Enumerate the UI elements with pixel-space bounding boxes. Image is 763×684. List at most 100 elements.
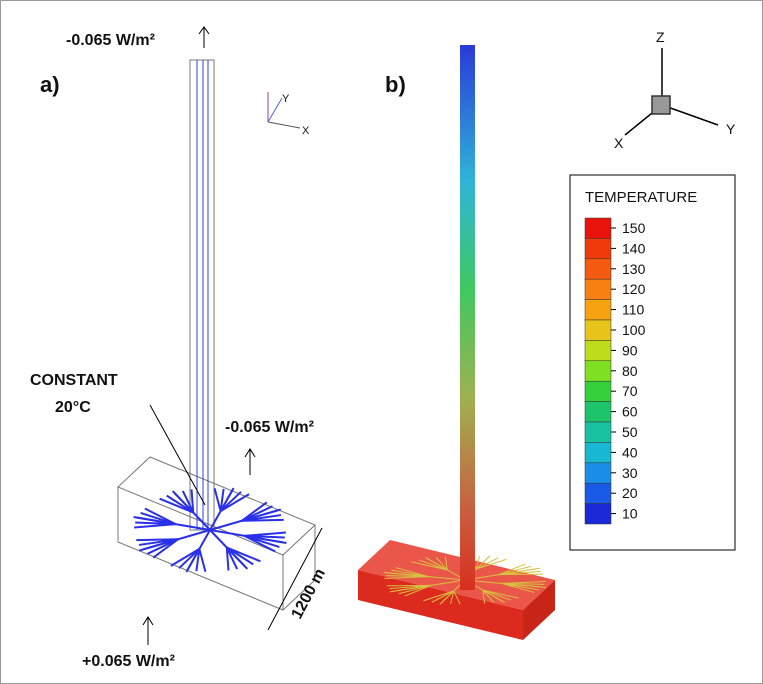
axis-label: Y bbox=[282, 93, 290, 105]
color-swatch bbox=[584, 482, 612, 504]
branch bbox=[198, 548, 207, 572]
color-swatch bbox=[584, 319, 612, 341]
base-side bbox=[523, 580, 555, 640]
branch bbox=[501, 582, 535, 593]
legend-level: 130 bbox=[622, 261, 646, 277]
dimension-line bbox=[267, 527, 323, 631]
branch bbox=[475, 556, 490, 570]
branch bbox=[225, 547, 239, 570]
branch bbox=[482, 590, 486, 604]
branch bbox=[385, 575, 429, 578]
panel-label: a) bbox=[40, 72, 60, 97]
branch bbox=[391, 569, 429, 578]
branch bbox=[159, 497, 194, 514]
branch bbox=[195, 548, 201, 572]
color-swatch bbox=[584, 421, 612, 443]
panel-a bbox=[117, 26, 323, 645]
branch bbox=[181, 490, 195, 513]
color-swatch bbox=[584, 340, 612, 362]
legend-level: 20 bbox=[622, 485, 638, 501]
branch bbox=[498, 563, 526, 576]
panel-label: b) bbox=[385, 72, 406, 97]
branch bbox=[482, 589, 512, 601]
branch bbox=[170, 548, 200, 567]
branch bbox=[498, 565, 532, 576]
branch bbox=[220, 493, 250, 512]
branch bbox=[387, 572, 429, 578]
branch bbox=[190, 489, 195, 513]
legend-level: 100 bbox=[622, 322, 646, 338]
color-swatch bbox=[584, 278, 612, 300]
spokes bbox=[383, 555, 547, 605]
legend-level: 60 bbox=[622, 404, 638, 420]
axis bbox=[267, 97, 283, 123]
spokes bbox=[133, 487, 287, 573]
arrow-head bbox=[244, 448, 256, 458]
branch bbox=[435, 557, 448, 571]
axis bbox=[267, 121, 301, 129]
legend-level: 120 bbox=[622, 281, 646, 297]
branch bbox=[501, 582, 545, 585]
branch bbox=[476, 557, 499, 570]
branch bbox=[418, 559, 448, 571]
branch bbox=[226, 546, 254, 566]
color-swatch bbox=[584, 503, 612, 525]
branch bbox=[173, 492, 194, 514]
branch bbox=[440, 590, 455, 604]
axis-triad bbox=[624, 48, 719, 136]
axis bbox=[661, 104, 719, 126]
branch bbox=[219, 491, 242, 512]
branch bbox=[166, 494, 194, 514]
branch bbox=[144, 507, 177, 526]
note: CONSTANT bbox=[30, 372, 118, 389]
branch bbox=[404, 584, 432, 597]
branch bbox=[450, 590, 455, 604]
branch bbox=[498, 573, 544, 576]
flux-label: +0.065 W/m² bbox=[82, 653, 175, 670]
branch bbox=[475, 556, 480, 570]
legend-level: 10 bbox=[622, 506, 638, 522]
branch bbox=[482, 589, 495, 603]
panel-b: 150 140 130 120 110 100 90 80 70 60 50 40 30 20 10 bbox=[358, 45, 736, 640]
branch bbox=[423, 590, 454, 602]
legend-level: 140 bbox=[622, 240, 646, 256]
branch bbox=[427, 558, 448, 571]
branch bbox=[501, 582, 543, 588]
branch bbox=[482, 589, 519, 599]
axis-label: Y bbox=[726, 121, 736, 137]
branch bbox=[444, 556, 448, 570]
column bbox=[189, 59, 215, 531]
legend-level: 40 bbox=[622, 444, 638, 460]
color-swatch bbox=[584, 258, 612, 280]
branch bbox=[411, 561, 448, 571]
column bbox=[460, 45, 475, 590]
color-swatch bbox=[584, 238, 612, 260]
axis-label: X bbox=[302, 125, 310, 137]
legend-level: 80 bbox=[622, 363, 638, 379]
arrow-head bbox=[198, 26, 210, 35]
branch bbox=[186, 548, 201, 571]
color-swatch bbox=[584, 462, 612, 484]
branch bbox=[225, 547, 230, 571]
branch bbox=[243, 534, 276, 553]
axis-label: Z bbox=[656, 29, 665, 45]
leader bbox=[149, 404, 206, 506]
legend-title: TEMPERATURE bbox=[585, 189, 697, 206]
branch bbox=[431, 590, 454, 603]
branch bbox=[395, 567, 429, 578]
legend-level: 30 bbox=[622, 465, 638, 481]
color-swatch bbox=[584, 380, 612, 402]
colorbar: 150 140 130 120 110 100 90 80 70 60 50 40 30 20 10 bbox=[584, 217, 646, 525]
branch bbox=[178, 548, 201, 569]
dimension-label: 1200 m bbox=[289, 566, 329, 622]
branch bbox=[453, 590, 461, 605]
branch bbox=[482, 589, 503, 602]
color-swatch bbox=[584, 217, 612, 239]
arrow-head bbox=[142, 616, 154, 626]
legend-level: 150 bbox=[622, 220, 646, 236]
legend-level: 90 bbox=[622, 342, 638, 358]
legend-level: 50 bbox=[622, 424, 638, 440]
branch bbox=[213, 488, 222, 512]
axis-label: X bbox=[614, 135, 624, 151]
branch bbox=[219, 489, 234, 512]
